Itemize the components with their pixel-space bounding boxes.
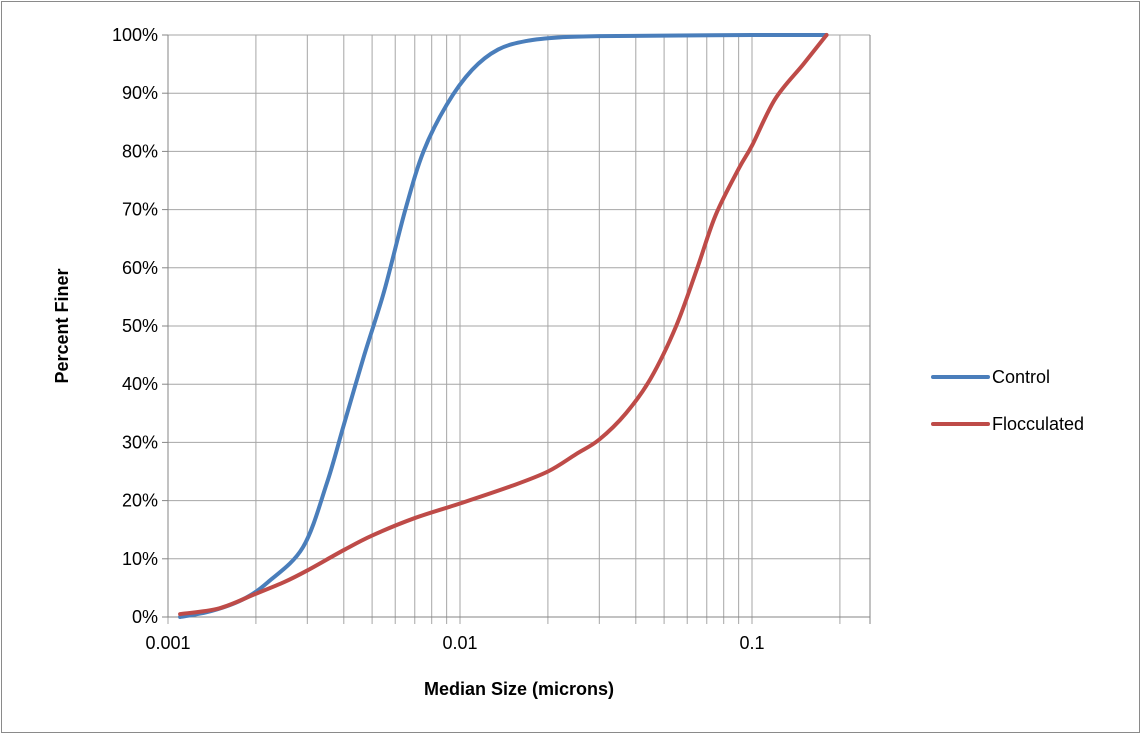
y-tick-label: 10% (122, 549, 158, 569)
y-tick-label: 100% (112, 25, 158, 45)
y-tick-label: 0% (132, 607, 158, 627)
y-tick-label: 50% (122, 316, 158, 336)
axes (162, 34, 871, 624)
x-axis-title: Median Size (microns) (424, 679, 614, 699)
y-tick-label: 20% (122, 491, 158, 511)
x-tick-label: 0.01 (442, 633, 477, 653)
x-tick-label: 0.1 (739, 633, 764, 653)
y-tick-label: 60% (122, 258, 158, 278)
y-tick-label: 90% (122, 83, 158, 103)
tick-labels: 0% 10% 20% 30% 40% 50% 60% 70% 80% 90% 100% 0.001 0.… (112, 25, 765, 653)
x-tick-label: 0.001 (145, 633, 190, 653)
legend: Control Flocculated (931, 367, 1084, 434)
y-axis-title: Percent Finer (52, 268, 72, 383)
legend-label-flocculated: Flocculated (992, 414, 1084, 434)
y-tick-label: 40% (122, 374, 158, 394)
y-tick-label: 70% (122, 200, 158, 220)
legend-label-control: Control (992, 367, 1050, 387)
y-tick-label: 30% (122, 432, 158, 452)
series-lines (178, 32, 829, 619)
y-tick-label: 80% (122, 141, 158, 161)
series-line-flocculated (178, 33, 829, 617)
series-line-control (178, 32, 829, 619)
